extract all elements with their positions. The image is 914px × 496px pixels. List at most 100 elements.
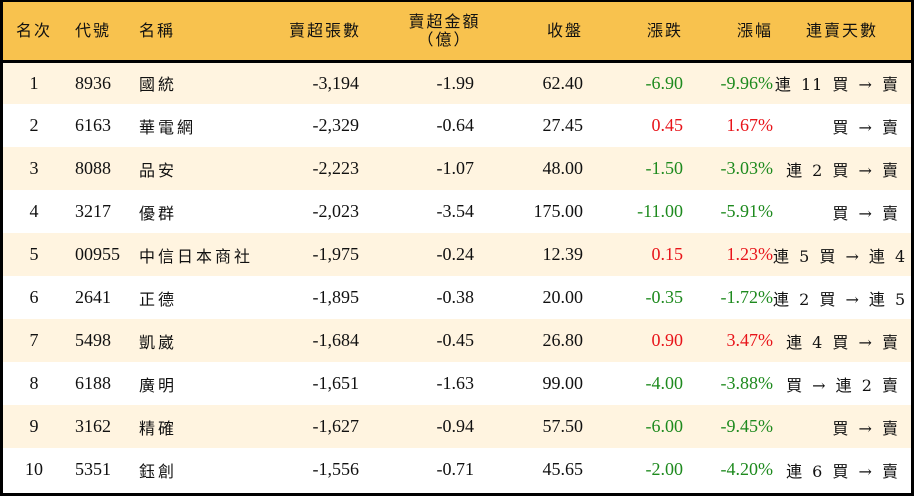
change-pct-cell: -5.91% (720, 201, 774, 221)
close-price-cell: 62.40 (542, 72, 584, 93)
change-cell: -11.00 (637, 201, 683, 221)
rank-cell: 2 (29, 115, 39, 135)
close-price-cell: 45.65 (542, 459, 584, 479)
net-sell-amount-cell: -1.99 (436, 72, 475, 93)
net-sell-amount-cell: -0.45 (436, 330, 475, 350)
net-sell-shares-cell: -1,895 (312, 287, 360, 307)
change-pct-cell: -3.03% (720, 158, 774, 178)
net-sell-amount-cell: -0.94 (436, 416, 475, 436)
ranking-table: 名次 代號 名稱 賣超張數 賣超金額 （億） 收盤 漲跌 漲幅 連賣天數 1 89… (3, 2, 914, 491)
code-cell: 3217 (75, 201, 111, 221)
streak-cell: 連 11 買 → 賣 (774, 75, 899, 95)
table-row[interactable]: 6 2641 正德 -1,895 -0.38 20.00 -0.35 -1.72% 連 2 買 … (3, 276, 914, 319)
net-sell-shares-cell: -2,329 (312, 115, 360, 135)
close-price-cell: 26.80 (542, 330, 584, 350)
change-cell: -1.50 (645, 158, 684, 178)
table-row[interactable]: 7 5498 凱崴 -1,684 -0.45 26.80 0.90 3.47% 連 4 買 → … (3, 319, 911, 362)
code-cell: 8088 (75, 158, 111, 178)
rank-cell: 4 (29, 201, 39, 221)
net-sell-shares-cell: -1,651 (312, 373, 360, 393)
close-price-cell: 99.00 (542, 373, 584, 393)
table-row[interactable]: 3 8088 品安 -2,223 -1.07 48.00 -1.50 -3.03% 連 2 買 … (3, 147, 911, 190)
header-change[interactable]: 漲跌 (593, 2, 683, 63)
streak-cell: 買 → 賣 (832, 117, 899, 137)
streak-cell: 連 2 買 → 賣 (786, 160, 899, 180)
table-header: 名次 代號 名稱 賣超張數 賣超金額 （億） 收盤 漲跌 漲幅 連賣天數 (3, 2, 911, 63)
change-cell: -4.00 (645, 373, 684, 393)
rank-cell: 8 (29, 373, 39, 393)
net-sell-shares-cell: -2,223 (312, 158, 360, 178)
code-cell: 00955 (75, 244, 120, 264)
streak-cell: 買 → 賣 (832, 203, 899, 223)
rank-cell: 9 (29, 416, 39, 436)
header-rank[interactable]: 名次 (3, 2, 65, 63)
rank-cell: 6 (29, 287, 39, 307)
change-pct-cell: -9.45% (720, 416, 774, 436)
name-cell: 鈺創 (139, 461, 178, 481)
net-sell-shares-cell: -1,684 (312, 330, 360, 350)
header-streak[interactable]: 連賣天數 (773, 2, 911, 63)
table-row[interactable]: 10 5351 鈺創 -1,556 -0.71 45.65 -2.00 -4.20% 連 6 買… (3, 448, 911, 491)
code-cell: 8936 (75, 72, 111, 93)
name-cell: 精確 (139, 418, 178, 438)
rank-cell: 1 (29, 72, 39, 93)
name-cell: 凱崴 (139, 332, 178, 352)
streak-cell: 連 6 買 → 賣 (786, 461, 899, 481)
streak-cell: 買 → 賣 (832, 418, 899, 438)
net-sell-shares-cell: -1,975 (312, 244, 360, 264)
table-row[interactable]: 4 3217 優群 -2,023 -3.54 175.00 -11.00 -5.91% 買 → … (3, 190, 911, 233)
table-row[interactable]: 9 3162 精確 -1,627 -0.94 57.50 -6.00 -9.45% 買 → 賣 (3, 405, 911, 448)
code-cell: 5351 (75, 459, 111, 479)
close-price-cell: 175.00 (533, 201, 584, 221)
net-sell-amount-cell: -0.64 (436, 115, 475, 135)
change-pct-cell: 3.47% (726, 330, 774, 350)
table-row[interactable]: 8 6188 廣明 -1,651 -1.63 99.00 -4.00 -3.88% 買 → 連 … (3, 362, 911, 405)
close-price-cell: 57.50 (542, 416, 584, 436)
close-price-cell: 27.45 (542, 115, 584, 135)
net-sell-amount-cell: -3.54 (436, 201, 475, 221)
change-pct-cell: 1.67% (726, 115, 774, 135)
change-cell: -0.35 (645, 287, 684, 307)
close-price-cell: 20.00 (542, 287, 584, 307)
net-sell-shares-cell: -1,556 (312, 459, 360, 479)
net-sell-amount-cell: -1.63 (436, 373, 475, 393)
code-cell: 3162 (75, 416, 111, 436)
header-row: 名次 代號 名稱 賣超張數 賣超金額 （億） 收盤 漲跌 漲幅 連賣天數 (3, 2, 911, 63)
change-pct-cell: -1.72% (720, 287, 774, 307)
header-net-sell-amount-line1: 賣超金額 (408, 11, 481, 31)
table-row[interactable]: 1 8936 國統 -3,194 -1.99 62.40 -6.90 -9.96% 連 11 買… (3, 61, 911, 104)
table-row[interactable]: 5 00955 中信日本商社 -1,975 -0.24 12.39 0.15 1.23% 連 5… (3, 233, 914, 276)
code-cell: 2641 (75, 287, 111, 307)
net-sell-amount-cell: -0.38 (436, 287, 475, 307)
name-cell: 中信日本商社 (139, 246, 254, 266)
net-sell-amount-cell: -0.71 (436, 459, 475, 479)
change-cell: -6.00 (645, 416, 684, 436)
net-sell-amount-cell: -0.24 (436, 244, 475, 264)
change-cell: -6.90 (645, 72, 684, 93)
net-sell-amount-cell: -1.07 (436, 158, 475, 178)
header-net-sell-amount-line2: （億） (417, 29, 472, 49)
name-cell: 國統 (139, 75, 178, 95)
rank-cell: 10 (25, 459, 43, 479)
rank-cell: 7 (29, 330, 39, 350)
streak-cell: 連 2 買 → 連 5 賣 (773, 289, 914, 309)
close-price-cell: 12.39 (542, 244, 584, 264)
change-cell: 0.90 (651, 330, 684, 350)
header-net-sell-shares[interactable]: 賣超張數 (281, 2, 377, 63)
change-pct-cell: -4.20% (720, 459, 774, 479)
streak-cell: 買 → 連 2 賣 (786, 375, 899, 395)
header-net-sell-amount[interactable]: 賣超金額 （億） (377, 2, 502, 63)
code-cell: 6188 (75, 373, 111, 393)
header-change-pct[interactable]: 漲幅 (683, 2, 773, 63)
change-pct-cell: -3.88% (720, 373, 774, 393)
streak-cell: 連 5 買 → 連 4 賣 (773, 246, 914, 266)
table-row[interactable]: 2 6163 華電網 -2,329 -0.64 27.45 0.45 1.67% 買 → 賣 (3, 104, 911, 147)
streak-cell: 連 4 買 → 賣 (786, 332, 899, 352)
net-sell-shares-cell: -3,194 (312, 72, 360, 93)
header-code[interactable]: 代號 (65, 2, 131, 63)
name-cell: 優群 (139, 203, 178, 223)
header-name[interactable]: 名稱 (131, 2, 281, 63)
change-cell: 0.45 (651, 115, 684, 135)
header-close[interactable]: 收盤 (502, 2, 593, 63)
